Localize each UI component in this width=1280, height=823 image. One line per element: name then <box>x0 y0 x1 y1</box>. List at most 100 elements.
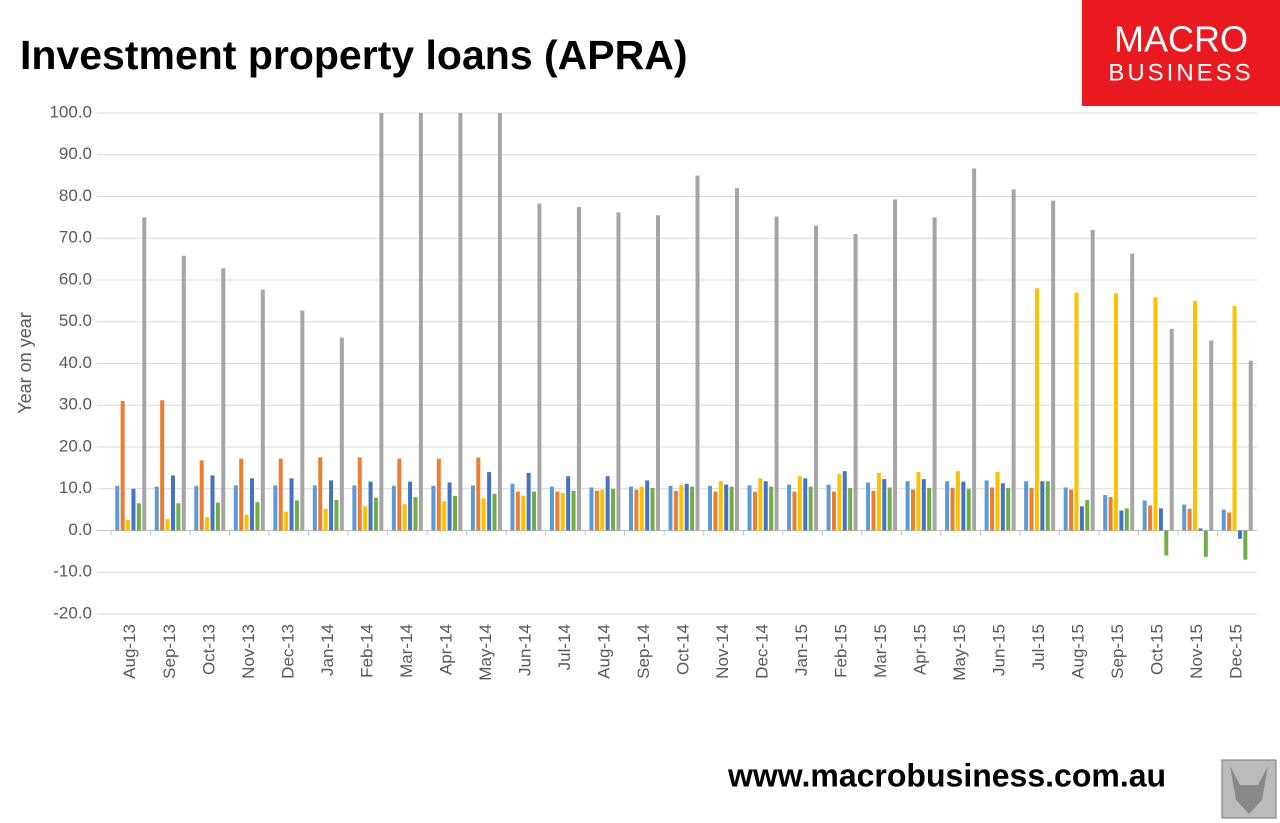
bar <box>318 457 323 531</box>
bar <box>537 203 542 531</box>
bar <box>955 471 960 531</box>
bar <box>379 113 384 531</box>
bar <box>650 487 655 531</box>
bar <box>418 113 423 531</box>
bar <box>763 481 768 531</box>
bar <box>115 485 120 531</box>
bar <box>368 481 373 531</box>
x-tick-label: Feb-15 <box>832 624 851 678</box>
bar <box>170 475 175 531</box>
bar <box>515 491 520 531</box>
x-tick-label: Oct-14 <box>673 624 692 675</box>
y-tick-label: 60.0 <box>59 269 92 288</box>
bar <box>594 490 599 531</box>
bar <box>284 511 289 531</box>
x-tick-label: Jun-15 <box>990 624 1009 676</box>
bar <box>334 500 339 531</box>
bar <box>882 479 887 531</box>
bar <box>668 485 673 531</box>
bar <box>814 225 819 531</box>
x-tick-label: Jun-14 <box>515 624 534 676</box>
bar <box>589 487 594 531</box>
bar <box>966 488 971 531</box>
bar <box>853 234 858 531</box>
bar <box>1221 509 1226 531</box>
bar <box>571 490 576 531</box>
bar <box>323 508 328 531</box>
bar <box>120 401 125 531</box>
x-tick-label: Mar-14 <box>397 624 416 678</box>
y-tick-label: 80.0 <box>59 186 92 205</box>
x-tick-label: Sep-13 <box>160 624 179 679</box>
bar <box>1119 510 1124 531</box>
bar <box>1193 300 1198 531</box>
bar <box>708 485 713 531</box>
logo-icon-wolf <box>1230 766 1268 814</box>
x-tick-label: Sep-14 <box>634 624 653 679</box>
logo-line1: MACRO <box>1114 19 1248 60</box>
bar <box>866 482 871 531</box>
bar <box>205 517 210 531</box>
y-tick-label: 30.0 <box>59 395 92 414</box>
x-tick-label: Sep-15 <box>1108 624 1127 679</box>
bar <box>961 481 966 531</box>
bar <box>555 491 560 531</box>
bar <box>950 487 955 531</box>
logo-box <box>1082 0 1280 106</box>
x-tick-label: May-15 <box>950 624 969 681</box>
bar <box>458 113 463 531</box>
bar <box>447 482 452 531</box>
y-tick-label: -10.0 <box>53 562 92 581</box>
bar <box>199 460 204 531</box>
bar <box>391 485 396 531</box>
bar <box>729 486 734 531</box>
bar <box>278 458 283 531</box>
bar <box>911 489 916 531</box>
bar <box>921 479 926 531</box>
bar <box>752 491 757 531</box>
bar <box>560 492 565 531</box>
bar <box>787 484 792 531</box>
bar <box>655 215 660 531</box>
bar <box>695 175 700 531</box>
x-tick-label: Nov-13 <box>239 624 258 679</box>
bar <box>645 480 650 531</box>
bar <box>154 486 159 531</box>
bar <box>684 483 689 531</box>
bar <box>126 520 131 531</box>
bar <box>481 498 486 531</box>
x-tick-label: Jul-14 <box>555 624 574 670</box>
bar <box>916 472 921 531</box>
x-tick-label: Aug-13 <box>120 624 139 679</box>
bar <box>397 458 402 531</box>
bar <box>634 489 639 531</box>
bar <box>239 458 244 531</box>
bar <box>724 484 729 531</box>
bar <box>1158 508 1163 531</box>
bar <box>221 268 226 531</box>
bar <box>339 337 344 531</box>
bar <box>1187 508 1192 531</box>
bar <box>1203 530 1208 557</box>
bar <box>160 400 165 531</box>
bar <box>566 476 571 531</box>
y-tick-label: 70.0 <box>59 228 92 247</box>
bar <box>165 519 170 531</box>
bar <box>1024 481 1029 531</box>
bar <box>1085 500 1090 531</box>
bar <box>470 485 475 531</box>
logo-line2: BUSINESS <box>1108 59 1253 86</box>
bar <box>972 168 977 531</box>
bar <box>1237 530 1242 539</box>
bar <box>1051 200 1056 531</box>
bar <box>1006 487 1011 531</box>
bar <box>510 483 515 531</box>
y-tick-label: 90.0 <box>59 144 92 163</box>
y-tick-label: 10.0 <box>59 478 92 497</box>
bar <box>1090 229 1095 531</box>
bar <box>273 485 278 531</box>
bar <box>1182 504 1187 531</box>
bar <box>876 472 881 531</box>
x-tick-label: Dec-13 <box>278 624 297 679</box>
